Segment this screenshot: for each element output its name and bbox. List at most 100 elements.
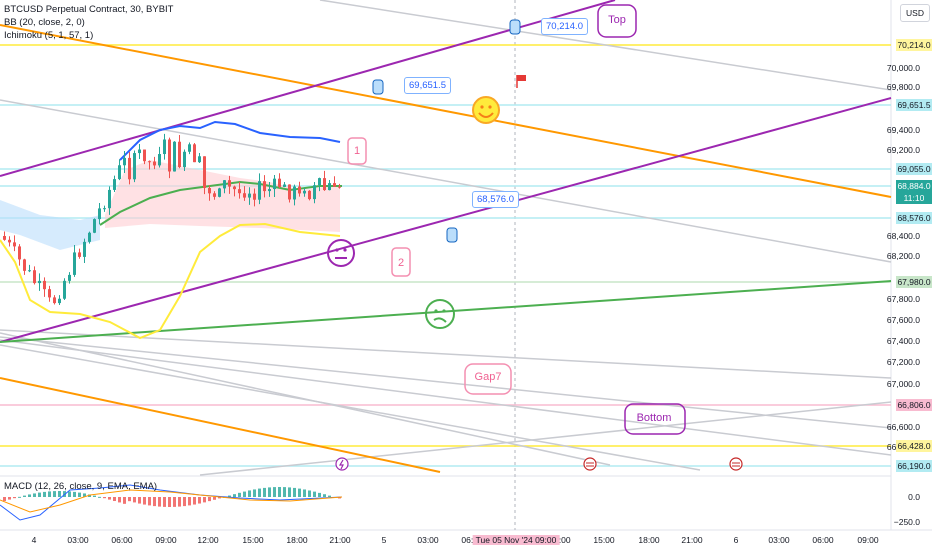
price-level-tag: 69,651.5 bbox=[896, 99, 932, 111]
price-axis-tick: 67,400.0 bbox=[886, 336, 920, 346]
time-axis-tick: 15:00 bbox=[242, 535, 264, 545]
lightning-event-icon bbox=[335, 457, 349, 471]
macd-bar bbox=[38, 492, 41, 497]
candle-body bbox=[333, 183, 336, 187]
candle-body bbox=[298, 186, 301, 194]
candle-body bbox=[253, 193, 256, 200]
macd-bar bbox=[273, 487, 276, 497]
time-axis-tick: 03:00 bbox=[67, 535, 89, 545]
macd-bar bbox=[133, 497, 136, 503]
note-2[interactable]: 2 bbox=[397, 257, 405, 269]
candle-body bbox=[128, 157, 131, 180]
time-axis-tick: 21:00 bbox=[329, 535, 351, 545]
price-level-tag: 66,190.0 bbox=[896, 460, 932, 472]
candle-body bbox=[188, 144, 191, 152]
candle-body bbox=[178, 141, 181, 168]
price-axis-tick: 69,200.0 bbox=[886, 145, 920, 155]
candle-body bbox=[308, 190, 311, 200]
neutral-face-icon bbox=[327, 239, 355, 267]
macd-bar bbox=[213, 497, 216, 500]
macd-bar bbox=[93, 495, 96, 497]
macd-bar bbox=[263, 487, 266, 497]
bb-upper-line bbox=[119, 120, 341, 161]
candle-body bbox=[13, 242, 16, 247]
price-callout-1[interactable]: 70,214.0 bbox=[541, 18, 588, 35]
candle-body bbox=[273, 178, 276, 190]
macd-bar bbox=[28, 494, 31, 497]
note-top[interactable]: Top bbox=[608, 14, 626, 26]
candle-body bbox=[58, 298, 61, 304]
macd-axis-tick: −250.0 bbox=[893, 517, 920, 527]
time-axis-tick: 12:00 bbox=[549, 535, 571, 545]
note-gap[interactable]: Gap7 bbox=[474, 371, 502, 383]
candle-body bbox=[268, 189, 271, 192]
macd-bar bbox=[13, 497, 16, 499]
macd-bar bbox=[238, 492, 241, 497]
macd-bar bbox=[278, 487, 281, 497]
price-axis-tick: 67,600.0 bbox=[886, 315, 920, 325]
candle-body bbox=[328, 183, 331, 191]
legend-bb[interactable]: BB (20, close, 2, 0) bbox=[4, 17, 85, 28]
candle-body bbox=[153, 161, 156, 166]
macd-bar bbox=[3, 497, 6, 501]
macd-bar bbox=[233, 494, 236, 497]
candle-body bbox=[208, 188, 211, 194]
candle-body bbox=[118, 165, 121, 180]
candle-body bbox=[143, 149, 146, 162]
time-axis-tick: 03:00 bbox=[768, 535, 790, 545]
macd-bar bbox=[203, 497, 206, 503]
note-2-bubble bbox=[391, 247, 411, 277]
time-axis-tick: 12:00 bbox=[197, 535, 219, 545]
candle-body bbox=[313, 185, 316, 200]
time-axis-tick: 6 bbox=[733, 535, 739, 545]
candle-body bbox=[38, 280, 41, 284]
legend-ichimoku[interactable]: Ichimoku (5, 1, 57, 1) bbox=[4, 30, 94, 41]
lightning-glyph-icon bbox=[338, 459, 344, 470]
time-axis-tick: 15:00 bbox=[593, 535, 615, 545]
price-axis-tick: 69,400.0 bbox=[886, 125, 920, 135]
note-1-bubble bbox=[347, 137, 367, 165]
macd-bar bbox=[208, 497, 211, 502]
currency-button[interactable]: USD bbox=[900, 4, 930, 22]
candle-body bbox=[278, 178, 281, 187]
candle-body bbox=[338, 186, 341, 188]
price-axis-tick: 67,800.0 bbox=[886, 294, 920, 304]
macd-bar bbox=[283, 487, 286, 497]
macd-line bbox=[0, 484, 343, 521]
macd-bar bbox=[293, 487, 296, 497]
note-bottom[interactable]: Bottom bbox=[636, 412, 672, 424]
trend-line-grey bbox=[199, 401, 892, 476]
trend-line-grey bbox=[0, 344, 701, 471]
price-callout-2[interactable]: 69,651.5 bbox=[404, 77, 451, 94]
price-axis-tick: 68,200.0 bbox=[886, 251, 920, 261]
time-axis-tick: 18:00 bbox=[286, 535, 308, 545]
note-1[interactable]: 1 bbox=[353, 145, 361, 157]
macd-bar bbox=[43, 491, 46, 497]
price-callout-3[interactable]: 68,576.0 bbox=[472, 191, 519, 208]
candle-body bbox=[103, 208, 106, 210]
signal-line bbox=[0, 489, 343, 513]
candle-body bbox=[158, 154, 161, 166]
price-level-tag: 69,055.0 bbox=[896, 163, 932, 175]
trend-line-grey bbox=[0, 332, 611, 466]
price-axis-tick: 68,400.0 bbox=[886, 231, 920, 241]
macd-axis-tick: 0.0 bbox=[908, 492, 920, 502]
macd-bar bbox=[318, 492, 321, 497]
price-axis-tick: 70,000.0 bbox=[886, 63, 920, 73]
legend-title[interactable]: BTCUSD Perpetual Contract, 30, BYBIT bbox=[4, 4, 174, 15]
trend-line-grey bbox=[0, 329, 892, 379]
trend-line-grey bbox=[319, 0, 892, 91]
macd-bar bbox=[68, 491, 71, 497]
candle-body bbox=[258, 181, 261, 200]
macd-bar bbox=[73, 491, 76, 497]
candle-body bbox=[198, 156, 201, 163]
wry-face-icon bbox=[425, 299, 455, 329]
trend-line-orange-upper bbox=[0, 24, 892, 198]
candle-body bbox=[173, 141, 176, 172]
candle-body bbox=[203, 156, 206, 189]
legend-macd[interactable]: MACD (12, 26, close, 9, EMA, EMA) bbox=[4, 481, 158, 492]
macd-bar bbox=[288, 487, 291, 497]
macd-bar bbox=[78, 492, 81, 497]
